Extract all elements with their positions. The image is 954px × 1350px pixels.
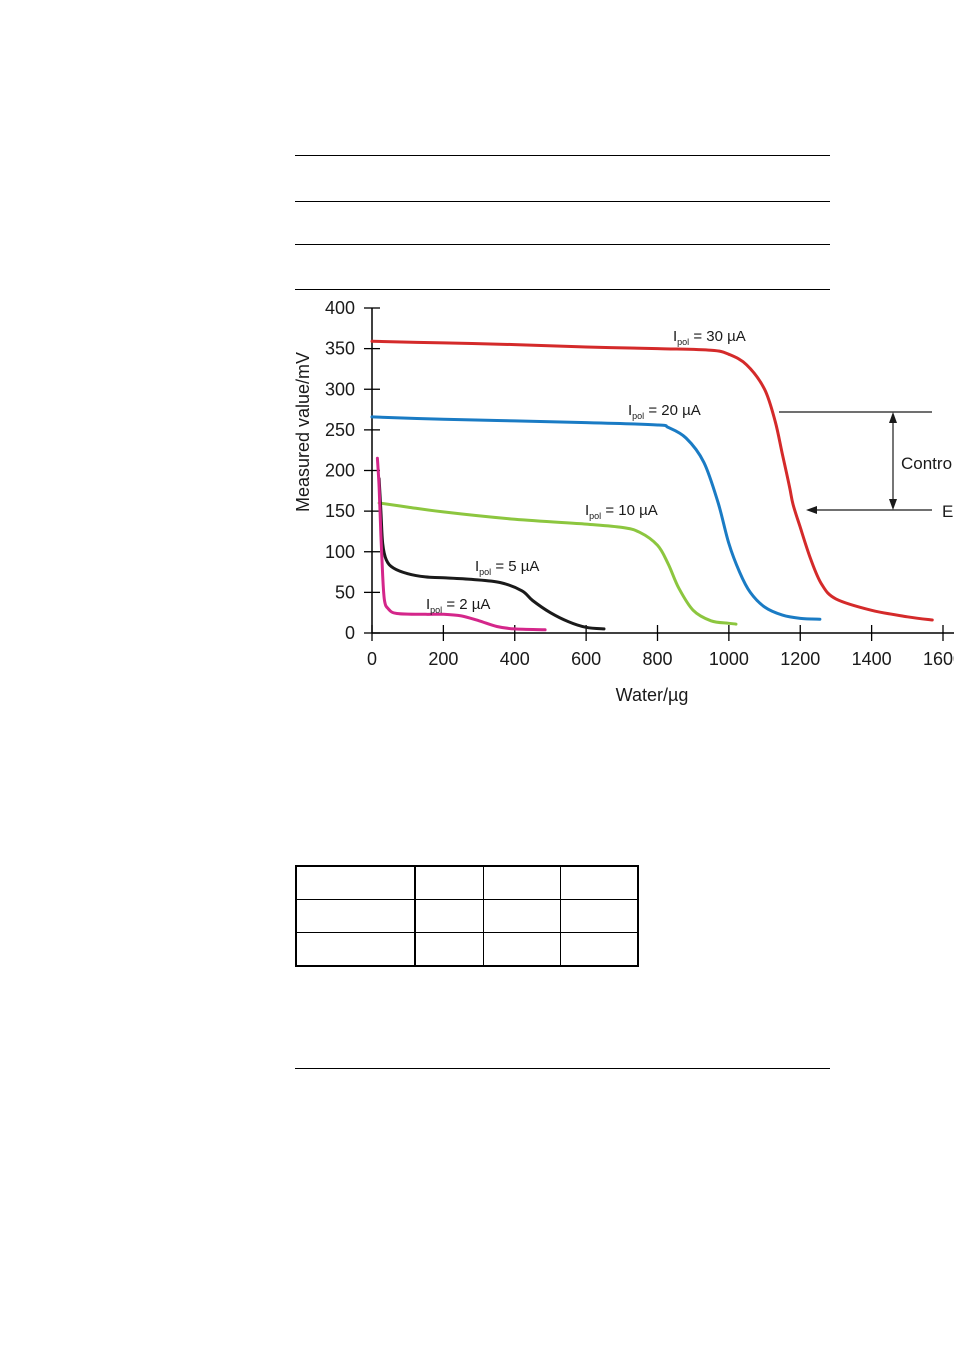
y-tick-label: 150 [325, 501, 355, 521]
x-tick-label: 200 [428, 649, 458, 669]
table-cell [560, 865, 639, 900]
series-line-3 [377, 477, 606, 631]
x-tick-label: 1600 [923, 649, 954, 669]
table-cell [414, 865, 484, 900]
table-cell [295, 932, 416, 967]
series-label-0: Ipol = 30 µA [673, 328, 746, 347]
x-tick-label: 0 [367, 649, 377, 669]
series-label-4: Ipol = 2 µA [426, 596, 490, 615]
table-cell [560, 932, 639, 967]
series-label-1: Ipol = 20 µA [628, 402, 701, 421]
table-cell [295, 865, 416, 900]
x-tick-label: 1400 [852, 649, 892, 669]
series-group [370, 339, 934, 632]
control-arrow-head-up [889, 412, 897, 423]
annotation-endpoint: E [942, 502, 953, 521]
series-line-4 [375, 456, 547, 632]
y-tick-label: 50 [335, 582, 355, 602]
x-tick-label: 400 [500, 649, 530, 669]
y-tick-label: 350 [325, 339, 355, 359]
series-line-1 [370, 415, 822, 621]
series-label-3: Ipol = 5 µA [475, 558, 539, 577]
x-tick-label: 1200 [780, 649, 820, 669]
header-rule-2 [295, 201, 830, 202]
annotation-group: Contro E [779, 411, 953, 521]
table-cell [560, 899, 639, 933]
x-tick-label: 800 [642, 649, 672, 669]
x-ticks: 0 200 400 600 800 1000 1200 1400 1600 [367, 625, 954, 669]
y-tick-label: 200 [325, 461, 355, 481]
table-cell [414, 932, 484, 967]
y-tick-label: 250 [325, 420, 355, 440]
footer-rule [295, 1068, 830, 1069]
header-rule-3 [295, 244, 830, 245]
polarization-chart: 0 50 100 150 200 250 300 350 400 0 200 400 600 800 10… [293, 298, 954, 705]
y-tick-label: 400 [325, 298, 355, 318]
table-cell [295, 899, 416, 933]
table-cell [483, 899, 561, 933]
y-tick-label: 100 [325, 542, 355, 562]
header-rule-4 [295, 289, 830, 290]
table-cell [483, 932, 561, 967]
y-axis-label: Measured value/mV [293, 352, 313, 512]
x-axis-label: Water/µg [616, 685, 689, 705]
annotation-control: Contro [901, 454, 952, 473]
header-rule-1 [295, 155, 830, 156]
table-cell [483, 865, 561, 900]
series-line-0 [370, 339, 934, 622]
y-tick-label: 0 [345, 623, 355, 643]
table-row [295, 899, 639, 933]
y-tick-label: 300 [325, 379, 355, 399]
series-labels: Ipol = 30 µA Ipol = 20 µA Ipol = 10 µA Ipol… [426, 328, 746, 615]
empty-table [295, 865, 639, 967]
control-arrow-head-down [889, 499, 897, 510]
table-row [295, 932, 639, 967]
table-row [295, 865, 639, 900]
series-line-2 [377, 501, 738, 626]
chart-axes [371, 308, 954, 634]
series-label-2: Ipol = 10 µA [585, 502, 658, 521]
table-cell [414, 899, 484, 933]
x-tick-label: 1000 [709, 649, 749, 669]
x-tick-label: 600 [571, 649, 601, 669]
endpoint-arrow-head [806, 506, 817, 514]
